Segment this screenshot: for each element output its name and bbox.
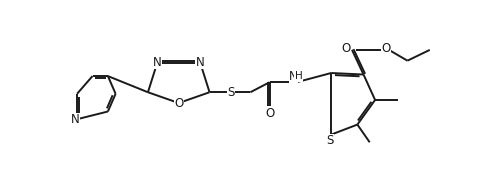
Text: S: S [227, 86, 235, 99]
Text: H: H [295, 71, 303, 81]
Text: S: S [326, 134, 333, 147]
Text: O: O [381, 42, 390, 55]
Text: N: N [289, 70, 298, 83]
Text: N: N [70, 114, 79, 126]
Text: O: O [341, 42, 351, 55]
Text: O: O [174, 97, 184, 110]
Text: N: N [196, 56, 205, 69]
Text: O: O [265, 106, 274, 120]
Text: N: N [153, 56, 162, 69]
